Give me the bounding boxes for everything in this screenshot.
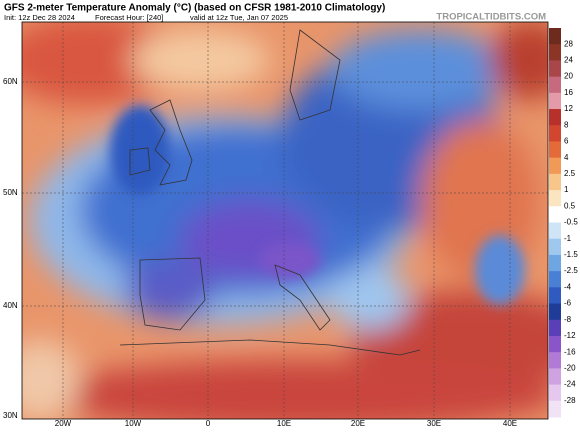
colorbar-swatch [549,109,561,126]
colorbar-label: 12 [564,104,573,113]
colorbar-swatch [549,141,561,159]
colorbar-swatch [549,125,561,142]
colorbar-swatch [549,352,561,369]
colorbar-swatch [549,368,561,386]
colorbar-label: 2.5 [564,169,576,178]
colorbar-label: -8 [564,315,572,324]
colorbar-label: 24 [564,56,573,65]
colorbar-swatch [549,287,561,305]
lon-label: 0 [206,419,211,428]
colorbar-label: 20 [564,72,573,81]
colorbar-swatch [549,173,561,191]
colorbar-label: 0.5 [564,201,576,210]
colorbar-label: 1 [564,185,569,194]
lon-label: 40E [503,419,517,428]
lat-label: 40N [3,301,18,310]
colorbar-swatch [549,28,561,45]
coastlines [119,29,421,356]
colorbar-swatch [549,157,561,175]
colorbar-label: 16 [564,88,573,97]
colorbar-label: -16 [564,347,576,356]
colorbar-swatch [549,92,561,110]
colorbar-label: 8 [564,120,569,129]
colorbar-swatch [549,400,561,418]
init: Init: 12z Dec 28 2024 [4,13,75,22]
colorbar-swatch [549,238,561,256]
colorbar-swatch [549,384,561,402]
colorbar-label: -24 [564,380,576,389]
colorbar-swatch [549,206,561,223]
lat-label: 30N [3,411,18,420]
colorbar-swatch [549,190,561,207]
colorbar-swatch [549,76,561,94]
lon-label: 10E [277,419,291,428]
colorbar-swatch [549,319,561,337]
colorbar-swatch [549,222,561,240]
colorbar-swatch [549,335,561,353]
colorbar-label: -2.5 [564,266,578,275]
forecast-hour: Forecast Hour: [240] [95,13,163,22]
colorbar-label: -1 [564,234,572,243]
colorbar-label: 4 [564,153,569,162]
colorbar-label: -0.5 [564,218,578,227]
colorbar-label: -6 [564,299,572,308]
lon-label: 20W [55,419,72,428]
colorbar-label: -28 [564,396,576,405]
valid-time: valid at 12z Tue, Jan 07 2025 [190,13,288,22]
site-name: TROPICALTIDBITS.COM [436,12,546,23]
colorbar-swatch [549,303,561,321]
colorbar-label: 6 [564,137,569,146]
title: GFS 2-meter Temperature Anomaly (°C) (ba… [4,3,385,14]
colorbar-label: -4 [564,282,572,291]
colorbar-swatch [549,44,561,61]
colorbar-label: -20 [564,363,576,372]
colorbar-label: -12 [564,331,576,340]
colorbar-swatch [549,254,561,272]
lon-label: 30E [427,419,441,428]
map-frame [21,21,549,420]
colorbar-label: 28 [564,39,573,48]
lon-label: 10W [125,419,142,428]
map [22,22,548,419]
colorbar-swatch [549,271,561,288]
colorbar-label: -1.5 [564,250,578,259]
colorbar-swatch [549,60,561,78]
lat-label: 50N [3,188,18,197]
lon-label: 20E [351,419,365,428]
lat-label: 60N [3,77,18,86]
